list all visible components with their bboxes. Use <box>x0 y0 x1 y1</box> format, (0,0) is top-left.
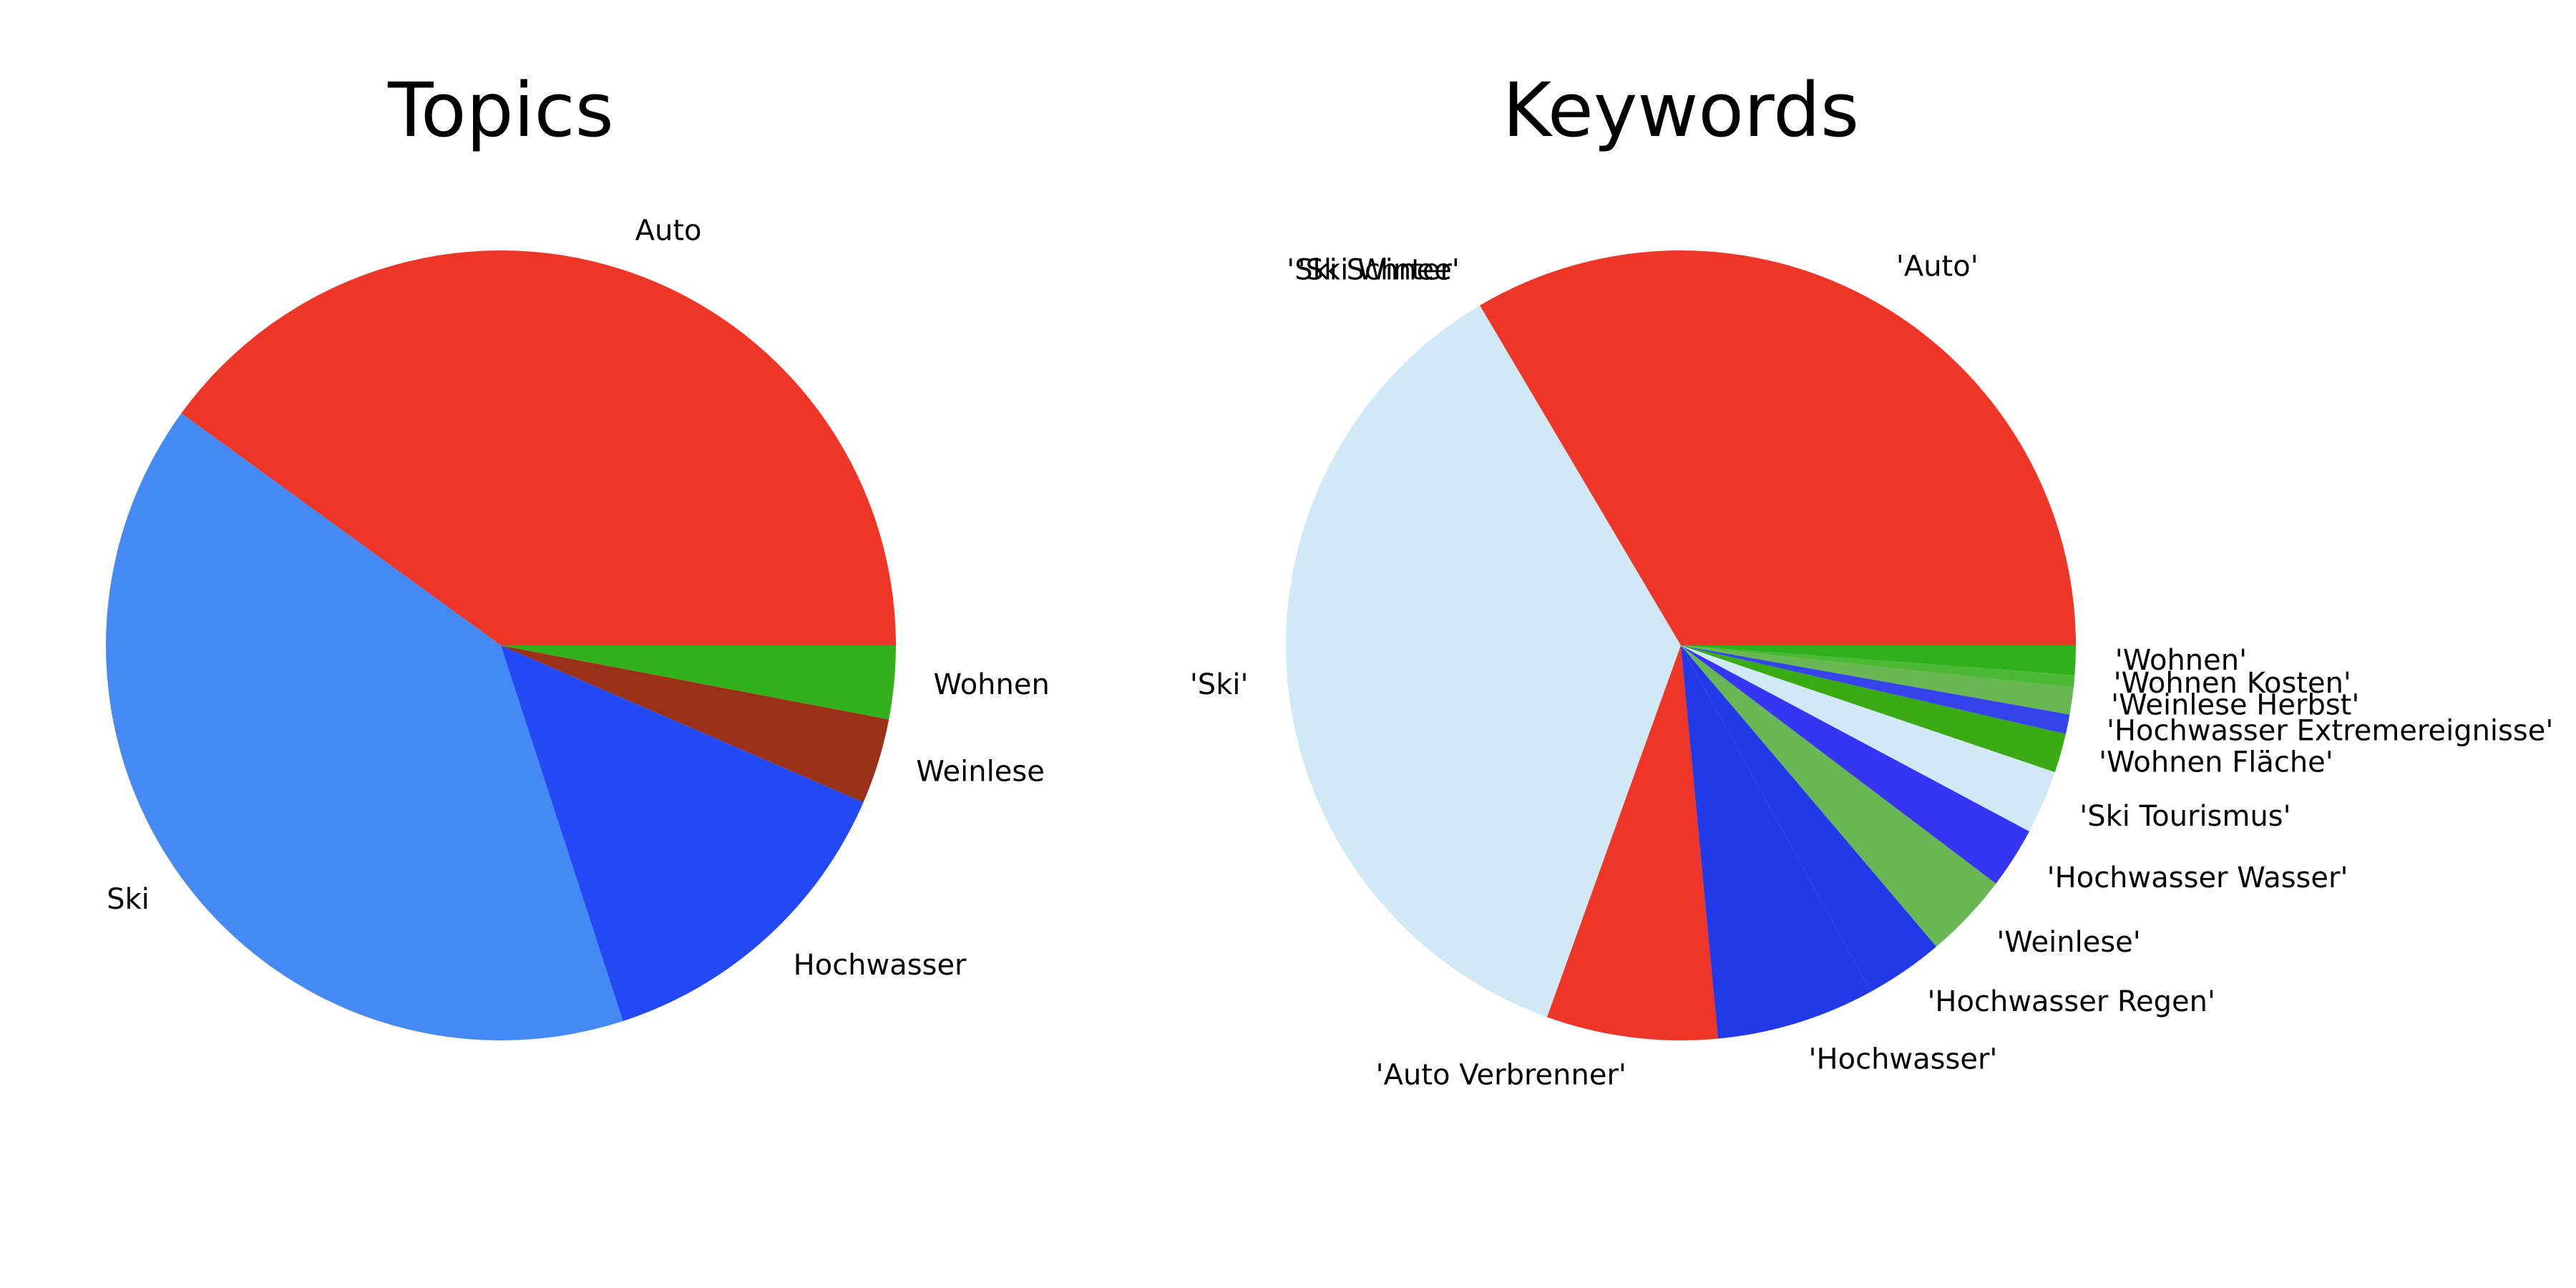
topics-slice-wohnen <box>501 645 896 720</box>
keywords-pie-chart: Keywords 'Auto' 'Ski Winter''Ski Schnee' '… <box>1190 67 2554 1091</box>
keywords-chart-title: Keywords <box>1503 67 1859 154</box>
keywords-slice-ski-label: 'Ski' <box>1190 668 1249 701</box>
topics-slice-hochwasser-label: Hochwasser <box>794 949 967 982</box>
topics-slice-weinlese-label: Weinlese <box>916 756 1044 789</box>
topics-slice-weinlese <box>501 645 889 803</box>
keywords-slice-weinlese-herbst <box>1681 645 2074 715</box>
keywords-slice-wohnen-kosten-label: 'Wohnen Kosten' <box>2114 667 2351 700</box>
keywords-slice-wohnen-kosten <box>1681 645 2075 688</box>
topics-slice-auto-label: Auto <box>635 215 702 248</box>
keywords-slice-wohnen-fläche <box>1681 645 2066 773</box>
topics-slice-wohnen-label: Wohnen <box>934 668 1050 701</box>
topics-chart-title: Topics <box>387 67 614 154</box>
keywords-slice-wohnen-label: 'Wohnen' <box>2115 644 2247 677</box>
keywords-slice-hochwasser-regen <box>1681 645 1937 992</box>
keywords-slice-hochwasser-extremereignisse <box>1681 645 2070 734</box>
keywords-slice-ski <box>1285 305 1681 1018</box>
topics-slice-ski <box>106 413 623 1040</box>
keywords-slice-wohnen <box>1681 645 2076 675</box>
keywords-slice-weinlese <box>1681 645 1996 947</box>
topics-pie-chart: Topics Auto Ski Hochwasser Weinlese Wohnen <box>106 67 1050 1040</box>
keywords-slice-weinlese-herbst-label: 'Weinlese Herbst' <box>2111 689 2359 722</box>
keywords-slice-auto-label: 'Auto' <box>1896 250 1979 283</box>
topics-slice-ski-label: Ski <box>107 883 150 916</box>
keywords-slice-hochwasser-regen-label: 'Hochwasser Regen' <box>1927 985 2215 1018</box>
keywords-slice-auto <box>1480 250 2076 645</box>
topics-slice-hochwasser <box>501 645 864 1021</box>
keywords-slice-ski-tourismus-label: 'Ski Tourismus' <box>2079 800 2290 833</box>
keywords-slice-wohnen-fläche-label: 'Wohnen Fläche' <box>2099 746 2333 779</box>
keywords-slice-auto-verbrenner-label: 'Auto Verbrenner' <box>1376 1058 1626 1091</box>
keywords-slice-hochwasser <box>1681 645 1871 1039</box>
keywords-slice-auto-verbrenner <box>1547 645 1718 1040</box>
keywords-slice-hochwasser-wasser-label: 'Hochwasser Wasser' <box>2047 862 2348 894</box>
keywords-slice-hochwasser-extremereignisse-label: 'Hochwasser Extremereignisse' <box>2107 714 2553 747</box>
keywords-slice-hochwasser-label: 'Hochwasser' <box>1809 1043 1998 1075</box>
keywords-slice-ski-schnee-label: 'Ski Schnee' <box>1287 253 1460 286</box>
keywords-slice-ski-tourismus <box>1681 645 2055 831</box>
keywords-slice-ski-winter-label: 'Ski Winter' <box>1298 253 1460 286</box>
keywords-slice-hochwasser-wasser <box>1681 645 2030 884</box>
topics-slice-auto <box>181 250 897 645</box>
keywords-slice-weinlese-label: 'Weinlese' <box>1996 926 2140 959</box>
